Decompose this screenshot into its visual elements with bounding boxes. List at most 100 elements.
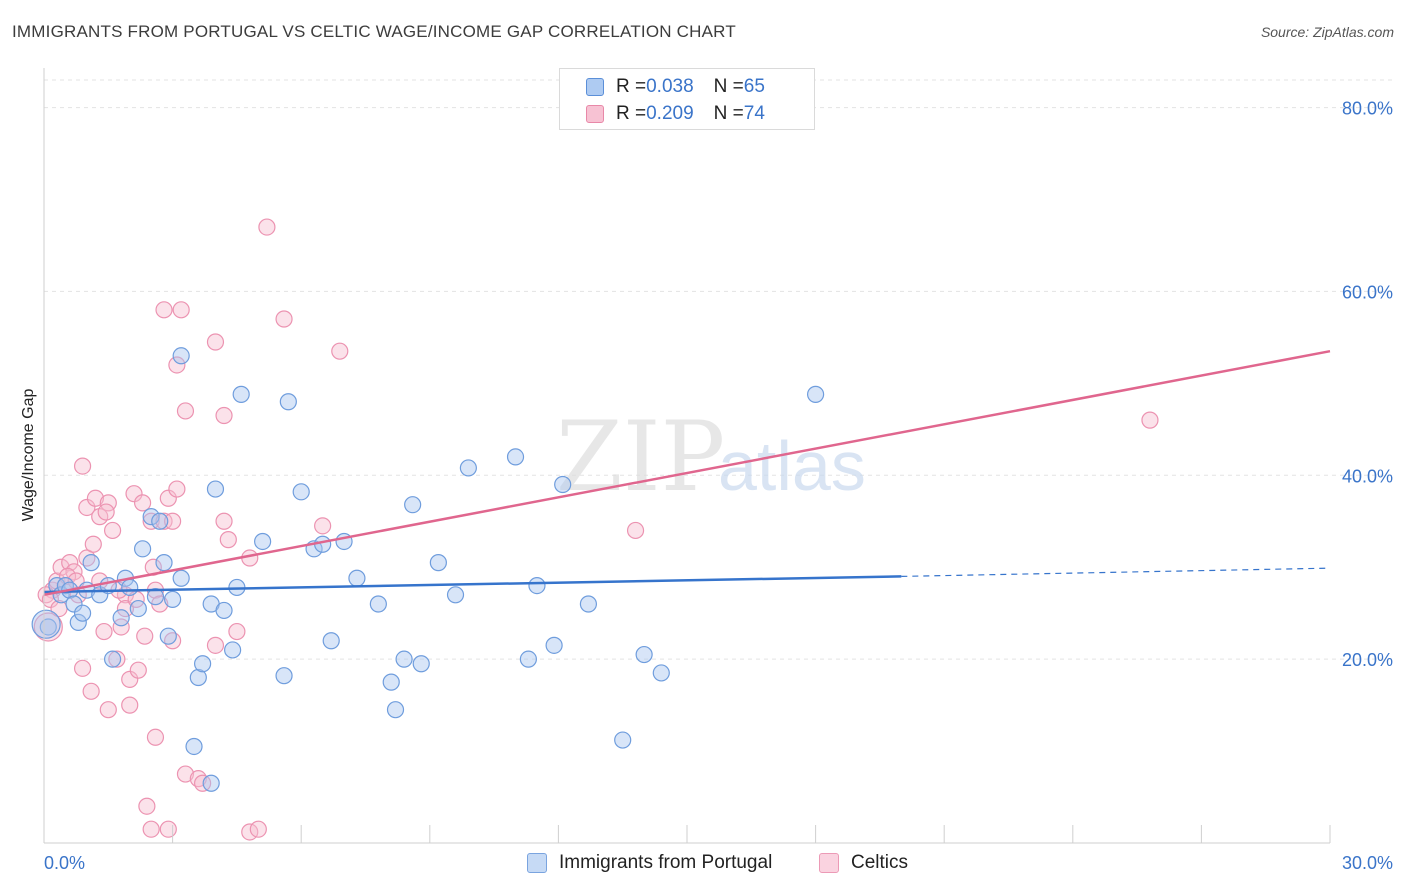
portugal-point [215, 601, 233, 620]
legend-label: Celtics [851, 852, 909, 873]
r-label: R = [616, 103, 647, 124]
legend-item-portugal: Immigrants from Portugal [527, 852, 772, 874]
r-value: 0.209 [646, 103, 694, 124]
celtic-point [206, 333, 225, 351]
portugal-point [545, 636, 563, 654]
portugal-point [151, 512, 169, 530]
portugal-point [142, 508, 160, 526]
portugal-point [224, 641, 242, 659]
portugal-point [121, 578, 139, 597]
celtic-swatch [586, 105, 604, 123]
n-value: 65 [743, 76, 765, 97]
portugal-point [73, 604, 92, 622]
celtic-point [136, 627, 154, 645]
celtic-swatch [819, 853, 839, 873]
portugal-point [404, 496, 422, 514]
portugal-trend-line [43, 575, 902, 594]
portugal-swatch [527, 853, 547, 873]
portugal-point [159, 627, 177, 645]
n-value: 74 [743, 103, 765, 124]
celtic-point [146, 728, 165, 746]
celtic-point [112, 618, 130, 636]
portugal-point [806, 385, 825, 403]
y-tick-label: 80.0% [1342, 99, 1393, 119]
portugal-point [275, 667, 293, 685]
portugal-point [528, 577, 546, 595]
portugal-point [386, 701, 405, 719]
portugal-point [254, 532, 272, 551]
celtic-point [33, 612, 63, 642]
celtic-point [86, 489, 105, 507]
celtic-point [249, 820, 267, 838]
celtic-point [314, 517, 332, 535]
celtic-point [108, 650, 126, 668]
portugal-point [614, 731, 632, 749]
celtic-point [219, 531, 237, 549]
legend-row-celtic: R = 0.209 N = 74 [586, 101, 765, 127]
portugal-point [232, 385, 250, 403]
portugal-point [519, 650, 537, 668]
portugal-point [652, 664, 670, 682]
portugal-point [369, 595, 387, 613]
y-axis-label: Wage/Income Gap [20, 388, 37, 522]
celtic-point [176, 765, 195, 783]
celtic-point [48, 572, 66, 590]
portugal-point [189, 668, 207, 687]
celtic-point [275, 310, 293, 328]
portugal-point [446, 586, 465, 604]
x-tick-label: 30.0% [1342, 853, 1393, 873]
portugal-point [382, 673, 400, 691]
legend-row-portugal: R = 0.038 N = 65 [586, 74, 765, 100]
portugal-point [348, 569, 366, 587]
celtic-point [142, 820, 160, 838]
portugal-point [506, 448, 525, 466]
celtic-point [164, 512, 182, 530]
portugal-point [459, 459, 477, 477]
celtic-point [52, 558, 70, 576]
x-tick-label: 0.0% [44, 853, 85, 873]
portugal-point [82, 554, 100, 572]
portugal-point [172, 569, 190, 587]
celtic-point [99, 701, 117, 719]
celtic-point [172, 301, 190, 319]
celtic-point [73, 457, 92, 475]
n-label: N = [713, 76, 744, 97]
celtic-point [121, 696, 139, 714]
portugal-point [133, 540, 152, 558]
portugal-point [202, 774, 220, 792]
portugal-point [206, 480, 225, 498]
portugal-trend-extension [901, 567, 1331, 578]
celtic-point [626, 521, 645, 540]
portugal-swatch [586, 78, 604, 96]
portugal-point [279, 393, 297, 411]
celtic-point [97, 503, 115, 521]
portugal-point [164, 590, 182, 608]
y-tick-label: 20.0% [1342, 650, 1393, 670]
celtic-point [159, 820, 177, 838]
legend-item-celtic: Celtics [819, 852, 908, 874]
celtic-point [133, 494, 152, 512]
portugal-point [185, 737, 203, 756]
celtic-point [159, 489, 177, 507]
celtic-point [73, 659, 92, 677]
celtic-point [228, 622, 246, 641]
legend-label: Immigrants from Portugal [559, 852, 773, 873]
y-tick-label: 40.0% [1342, 466, 1393, 486]
watermark-zip: ZIP [556, 401, 725, 513]
portugal-point [129, 599, 147, 618]
portugal-point [395, 650, 413, 668]
portugal-point [322, 632, 340, 650]
y-tick-label: 60.0% [1342, 282, 1393, 302]
portugal-point [69, 613, 87, 631]
portugal-point [579, 595, 598, 613]
portugal-point [554, 475, 572, 494]
celtic-point [138, 797, 156, 815]
celtic-point [125, 485, 143, 503]
celtic-point [215, 512, 233, 530]
r-label: R = [616, 76, 647, 97]
portugal-point [112, 609, 130, 627]
celtic-point [168, 480, 186, 498]
celtic-point [206, 636, 225, 654]
celtic-point [331, 342, 349, 360]
